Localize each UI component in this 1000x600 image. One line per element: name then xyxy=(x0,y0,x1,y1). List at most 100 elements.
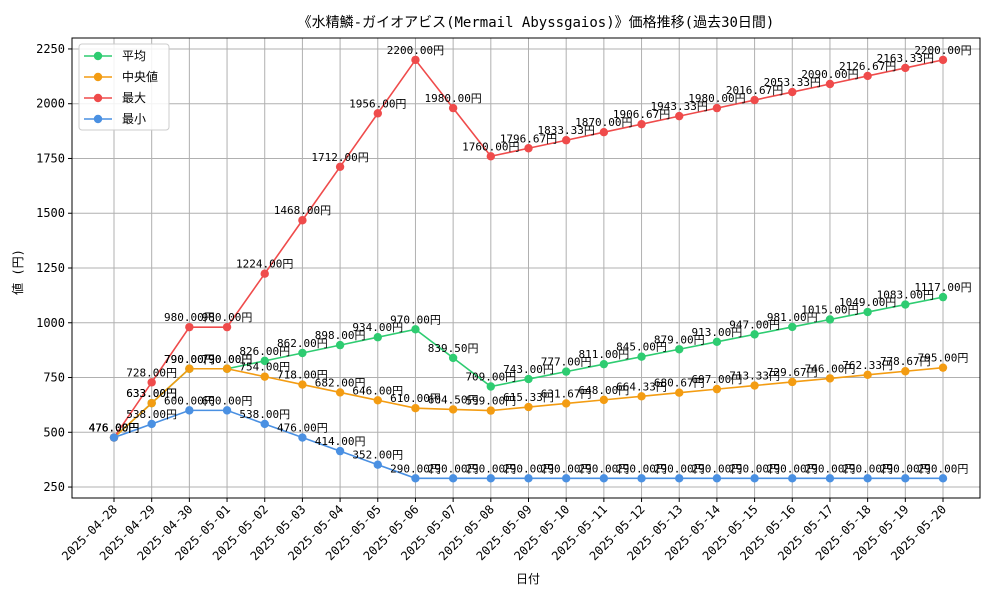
data-point xyxy=(448,103,458,113)
data-point xyxy=(788,87,797,97)
legend-swatch-marker xyxy=(93,72,103,82)
data-label: 697.00円 xyxy=(692,373,743,386)
data-point xyxy=(260,356,269,366)
data-label: 1712.00円 xyxy=(311,151,368,164)
data-point xyxy=(750,381,759,390)
data-point xyxy=(750,474,759,483)
data-point xyxy=(222,406,232,415)
data-point xyxy=(825,315,835,324)
data-label: 811.00円 xyxy=(578,348,629,361)
data-label: 777.00円 xyxy=(541,356,592,369)
data-point xyxy=(901,300,910,309)
data-label: 290.00円 xyxy=(692,462,743,475)
data-label: 352.00円 xyxy=(352,449,403,462)
data-point xyxy=(675,388,684,397)
data-label: 664.33円 xyxy=(616,380,667,393)
data-label: 290.00円 xyxy=(654,462,705,475)
data-point xyxy=(938,292,948,302)
data-point xyxy=(675,111,684,121)
y-tick-label: 1750 xyxy=(36,151,65,165)
data-point xyxy=(411,55,420,65)
legend-swatch-marker xyxy=(93,93,103,103)
data-label: 290.00円 xyxy=(428,462,479,475)
data-point xyxy=(599,395,609,405)
data-point xyxy=(712,337,722,347)
data-point xyxy=(561,367,571,376)
data-point xyxy=(637,392,646,401)
data-label: 648.00円 xyxy=(578,384,629,397)
y-axis: 250 500 750 1000 1250 1500 1750 2000 2250 xyxy=(36,42,72,494)
legend-swatch-marker xyxy=(93,114,103,124)
data-point xyxy=(712,474,722,483)
data-label: 682.00円 xyxy=(315,376,366,389)
data-label: 2016.67円 xyxy=(726,84,783,97)
data-label: 790.00円 xyxy=(202,353,253,366)
data-point xyxy=(561,399,571,408)
data-label: 680.67円 xyxy=(654,377,705,390)
data-label: 862.00円 xyxy=(277,337,328,350)
y-tick-label: 1000 xyxy=(36,316,65,330)
data-label: 290.00円 xyxy=(390,462,441,475)
data-point xyxy=(335,446,345,456)
data-point xyxy=(637,352,646,361)
data-point xyxy=(373,460,382,469)
data-label: 1956.00円 xyxy=(349,97,406,110)
data-point xyxy=(411,325,420,334)
data-point xyxy=(561,136,571,145)
data-point xyxy=(524,144,533,153)
series-layer xyxy=(109,55,948,483)
data-point xyxy=(373,109,382,118)
data-label: 1760.00円 xyxy=(462,140,519,153)
data-label: 290.00円 xyxy=(842,462,893,475)
x-axis-label: 日付 xyxy=(516,572,540,586)
data-label: 1015.00円 xyxy=(801,303,858,316)
legend-swatch-marker xyxy=(93,51,103,61)
data-label: 980.00円 xyxy=(202,311,253,324)
data-label: 476.00円 xyxy=(89,422,140,435)
data-point xyxy=(712,103,722,113)
legend-label: 中央値 xyxy=(122,69,158,84)
data-label: 633.00円 xyxy=(126,387,177,400)
data-label: 790.00円 xyxy=(202,353,253,366)
data-label: 743.00円 xyxy=(503,363,554,376)
data-label: 970.00円 xyxy=(390,313,441,326)
data-point xyxy=(825,79,835,89)
data-point xyxy=(938,474,948,483)
data-point xyxy=(788,322,797,332)
data-label: 476.00円 xyxy=(89,422,140,435)
data-label: 414.00円 xyxy=(315,435,366,448)
data-label: 713.33円 xyxy=(729,370,780,383)
data-point xyxy=(373,333,382,342)
data-point xyxy=(675,345,684,354)
data-label: 538.00円 xyxy=(239,408,290,421)
y-tick-label: 2250 xyxy=(36,42,65,56)
data-label: 290.00円 xyxy=(503,462,554,475)
data-label: 729.67円 xyxy=(767,366,818,379)
data-label: 476.00円 xyxy=(277,422,328,435)
data-point xyxy=(825,374,835,383)
data-label: 718.00円 xyxy=(277,369,328,382)
data-label: 839.50円 xyxy=(428,342,479,355)
data-label: 826.00円 xyxy=(239,345,290,358)
data-point xyxy=(788,377,797,387)
data-label: 600.00円 xyxy=(164,394,215,407)
data-point xyxy=(335,340,345,350)
data-point xyxy=(599,359,609,369)
data-label: 290.00円 xyxy=(465,462,516,475)
y-tick-label: 500 xyxy=(43,425,65,439)
data-label: 2200.00円 xyxy=(914,44,971,57)
data-point xyxy=(637,119,646,129)
data-point xyxy=(335,162,345,171)
y-tick-label: 2000 xyxy=(36,97,65,111)
data-label: 1468.00円 xyxy=(274,204,331,217)
y-tick-label: 1500 xyxy=(36,206,65,220)
data-point xyxy=(486,474,496,483)
data-label: 610.00円 xyxy=(390,392,441,405)
data-point xyxy=(448,353,458,363)
data-label: 845.00円 xyxy=(616,341,667,354)
data-point xyxy=(185,322,194,332)
legend-label: 平均 xyxy=(122,49,146,63)
data-point xyxy=(109,433,119,442)
data-point xyxy=(675,474,684,483)
data-point xyxy=(411,474,420,483)
